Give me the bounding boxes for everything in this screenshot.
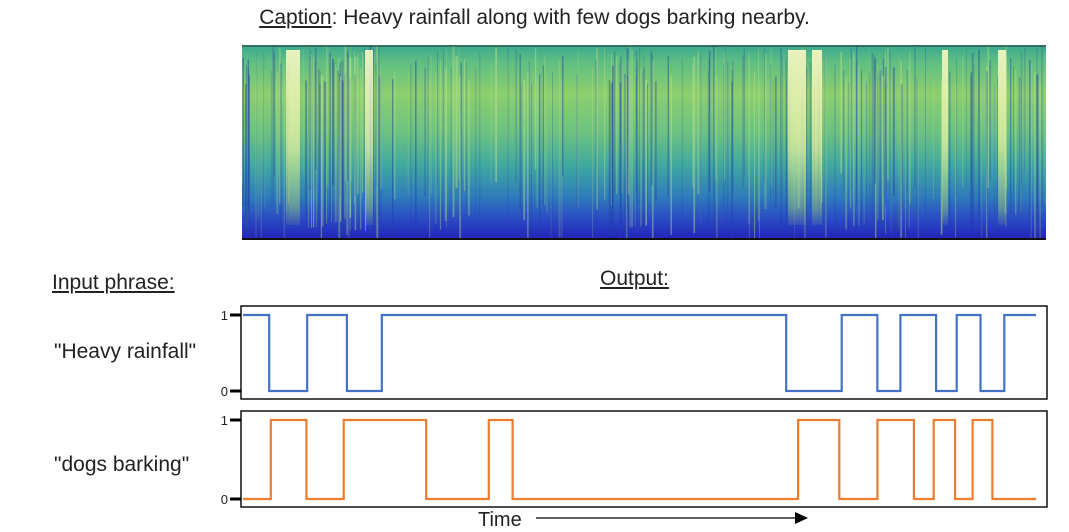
spectrogram-image	[242, 45, 1046, 240]
input-phrase-label: Input phrase:	[52, 271, 175, 294]
caption-prefix: Caption	[259, 6, 332, 29]
caption-text: : Heavy rainfall along with few dogs bar…	[331, 6, 810, 29]
output-label: Output:	[600, 267, 669, 290]
time-axis-label: Time	[478, 509, 522, 531]
caption: Caption: Heavy rainfall along with few d…	[0, 6, 1069, 30]
time-arrow-head	[795, 512, 808, 524]
y-tick-label-rainfall-0: 0	[221, 384, 228, 399]
y-tick-label-rainfall-1: 1	[221, 308, 228, 323]
phrase-heavy-rainfall: "Heavy rainfall"	[54, 340, 197, 363]
plot-frame-dogs	[240, 410, 1048, 508]
step-line-rainfall	[243, 313, 1036, 393]
step-line-dogs	[243, 418, 1036, 501]
y-tick-label-dogs-0: 0	[221, 492, 228, 507]
y-tick-label-dogs-1: 1	[221, 413, 228, 428]
plot-frame-rainfall	[240, 305, 1048, 400]
phrase-dogs-barking: "dogs barking"	[54, 453, 190, 476]
